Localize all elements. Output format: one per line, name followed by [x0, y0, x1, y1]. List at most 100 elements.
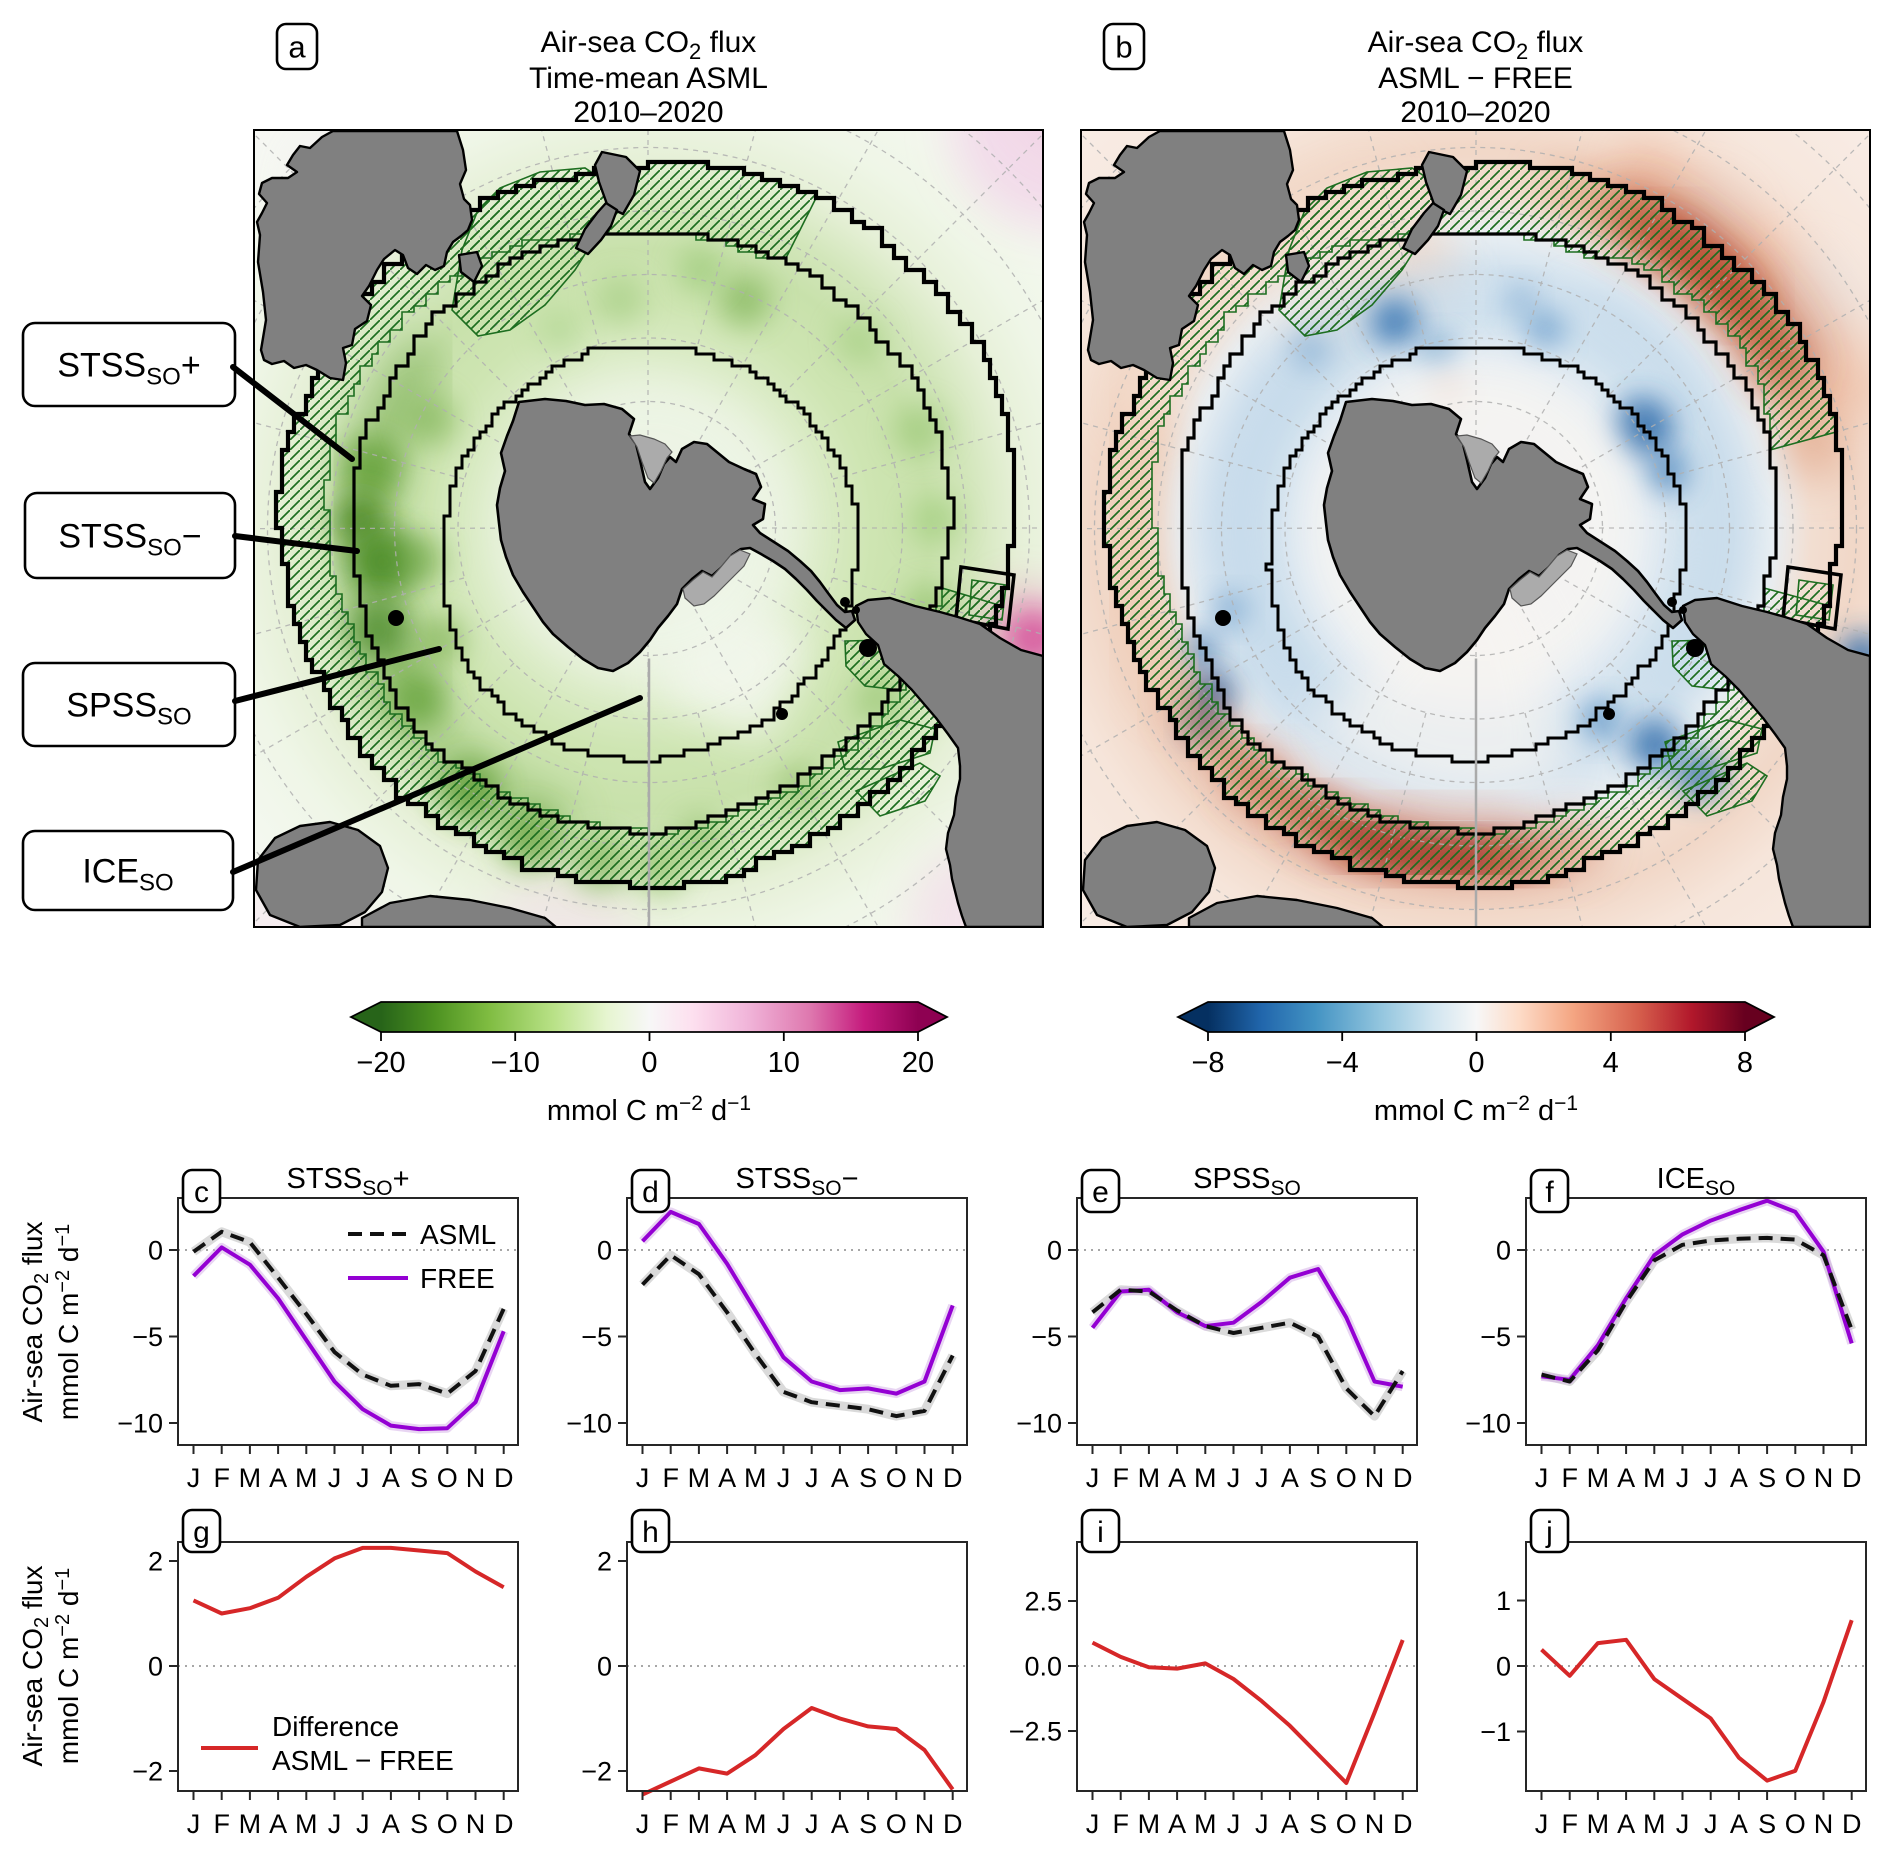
svg-text:−5: −5: [1480, 1322, 1511, 1352]
svg-text:J: J: [1535, 1809, 1549, 1839]
svg-text:M: M: [1138, 1809, 1161, 1839]
svg-text:S: S: [1758, 1809, 1776, 1839]
svg-text:−2: −2: [581, 1757, 612, 1787]
svg-text:J: J: [1227, 1463, 1241, 1493]
svg-text:−10: −10: [1016, 1409, 1062, 1439]
svg-text:0.0: 0.0: [1024, 1652, 1062, 1682]
svg-text:A: A: [269, 1809, 287, 1839]
svg-text:J: J: [636, 1463, 650, 1493]
svg-text:N: N: [466, 1809, 486, 1839]
svg-text:−2.5: −2.5: [1009, 1717, 1062, 1747]
svg-text:J: J: [777, 1809, 791, 1839]
svg-text:−5: −5: [1031, 1322, 1062, 1352]
svg-text:M: M: [744, 1463, 767, 1493]
svg-text:Difference: Difference: [272, 1711, 399, 1742]
svg-text:D: D: [1393, 1809, 1413, 1839]
svg-text:F: F: [1112, 1809, 1129, 1839]
svg-text:J: J: [328, 1809, 342, 1839]
svg-text:S: S: [1309, 1809, 1327, 1839]
svg-text:d: d: [642, 1176, 659, 1209]
svg-text:S: S: [1758, 1463, 1776, 1493]
svg-text:A: A: [718, 1463, 736, 1493]
svg-text:J: J: [777, 1463, 791, 1493]
svg-text:2.5: 2.5: [1024, 1587, 1062, 1617]
svg-text:J: J: [187, 1463, 201, 1493]
svg-text:J: J: [805, 1809, 819, 1839]
svg-text:N: N: [1814, 1809, 1834, 1839]
svg-text:−10: −10: [491, 1047, 540, 1079]
svg-text:Air-sea CO2 flux: Air-sea CO2 flux: [541, 26, 757, 64]
svg-text:2010–2020: 2010–2020: [1400, 96, 1550, 129]
svg-text:20: 20: [902, 1047, 934, 1079]
svg-text:M: M: [744, 1809, 767, 1839]
svg-text:ASML − FREE: ASML − FREE: [1378, 62, 1573, 95]
svg-text:S: S: [410, 1463, 428, 1493]
svg-text:A: A: [831, 1463, 849, 1493]
svg-text:0: 0: [1047, 1236, 1062, 1266]
svg-text:J: J: [1086, 1463, 1100, 1493]
svg-text:Air-sea CO2 flux: Air-sea CO2 flux: [1368, 26, 1584, 64]
svg-text:A: A: [1281, 1463, 1299, 1493]
svg-text:J: J: [1704, 1463, 1718, 1493]
svg-text:O: O: [886, 1809, 907, 1839]
svg-text:F: F: [1112, 1463, 1129, 1493]
svg-text:Air-sea CO2 flux: Air-sea CO2 flux: [17, 1566, 53, 1767]
svg-text:N: N: [466, 1463, 486, 1493]
svg-text:D: D: [1393, 1463, 1413, 1493]
svg-text:M: M: [1194, 1809, 1217, 1839]
svg-text:FREE: FREE: [420, 1263, 495, 1294]
svg-text:J: J: [1227, 1809, 1241, 1839]
svg-text:0: 0: [148, 1652, 163, 1682]
svg-text:A: A: [1617, 1463, 1635, 1493]
svg-text:−10: −10: [1465, 1409, 1511, 1439]
svg-text:c: c: [194, 1176, 209, 1209]
svg-text:−4: −4: [1326, 1047, 1359, 1079]
svg-text:0: 0: [1496, 1236, 1511, 1266]
svg-text:Time-mean ASML: Time-mean ASML: [529, 62, 768, 95]
svg-text:J: J: [1086, 1809, 1100, 1839]
svg-text:N: N: [915, 1463, 935, 1493]
svg-text:M: M: [1138, 1463, 1161, 1493]
svg-text:M: M: [1643, 1809, 1666, 1839]
svg-text:j: j: [1545, 1516, 1553, 1549]
svg-text:J: J: [1255, 1809, 1269, 1839]
svg-text:O: O: [1785, 1463, 1806, 1493]
svg-text:f: f: [1545, 1176, 1554, 1209]
svg-text:J: J: [1704, 1809, 1718, 1839]
svg-text:J: J: [187, 1809, 201, 1839]
svg-text:M: M: [1194, 1463, 1217, 1493]
svg-text:D: D: [1842, 1809, 1862, 1839]
svg-text:−8: −8: [1191, 1047, 1224, 1079]
svg-text:M: M: [688, 1809, 711, 1839]
svg-text:−2: −2: [132, 1757, 163, 1787]
svg-text:F: F: [662, 1463, 679, 1493]
svg-text:M: M: [1587, 1809, 1610, 1839]
svg-text:mmol C m−2 d−1: mmol C m−2 d−1: [52, 1568, 84, 1765]
svg-text:D: D: [494, 1809, 514, 1839]
svg-text:J: J: [1676, 1809, 1690, 1839]
svg-text:2010–2020: 2010–2020: [573, 96, 723, 129]
svg-text:−20: −20: [356, 1047, 405, 1079]
svg-text:mmol C m−2 d−1: mmol C m−2 d−1: [52, 1224, 84, 1421]
svg-text:J: J: [805, 1463, 819, 1493]
svg-text:A: A: [1168, 1463, 1186, 1493]
svg-text:h: h: [642, 1516, 659, 1549]
svg-text:D: D: [1842, 1463, 1862, 1493]
svg-text:mmol C m−2 d−1: mmol C m−2 d−1: [547, 1092, 751, 1127]
svg-text:A: A: [382, 1463, 400, 1493]
svg-text:A: A: [831, 1809, 849, 1839]
svg-text:A: A: [718, 1809, 736, 1839]
svg-text:e: e: [1092, 1176, 1109, 1209]
svg-text:a: a: [288, 30, 306, 65]
svg-text:Air-sea CO2 flux: Air-sea CO2 flux: [17, 1222, 53, 1423]
svg-text:N: N: [1365, 1809, 1385, 1839]
svg-text:2: 2: [148, 1547, 163, 1577]
svg-text:0: 0: [1468, 1047, 1484, 1079]
svg-text:M: M: [688, 1463, 711, 1493]
svg-text:S: S: [410, 1809, 428, 1839]
svg-text:J: J: [1535, 1463, 1549, 1493]
svg-text:F: F: [1561, 1463, 1578, 1493]
svg-text:O: O: [437, 1809, 458, 1839]
svg-text:O: O: [886, 1463, 907, 1493]
svg-text:D: D: [494, 1463, 514, 1493]
